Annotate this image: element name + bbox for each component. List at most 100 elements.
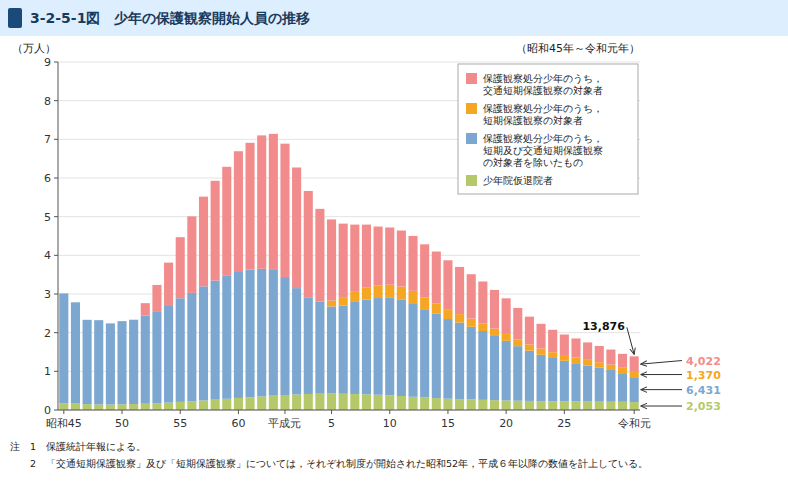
- bar-segment: [257, 269, 266, 397]
- bar-segment: [443, 399, 452, 410]
- bar-segment: [560, 335, 569, 355]
- bar-segment: [59, 293, 68, 403]
- bar-segment: [350, 302, 359, 394]
- title: 3-2-5-1図 少年の保護観察開始人員の推移: [30, 10, 310, 26]
- x-tick: [447, 410, 448, 414]
- bar-segment: [117, 321, 126, 404]
- bar-segment: [129, 319, 138, 320]
- bar-segment: [350, 394, 359, 410]
- bar-segment: [583, 402, 592, 410]
- bar-segment: [222, 399, 231, 410]
- x-tick-label: 5: [328, 417, 335, 430]
- bar-segment: [502, 341, 511, 401]
- bar-segment: [595, 368, 604, 402]
- x-tick-label: 60: [231, 417, 245, 430]
- note: 2 「交通短期保護観察」及び「短期保護観察」については，それぞれ制度が開始された…: [10, 458, 648, 469]
- bar-segment: [83, 320, 92, 404]
- grid-line: [58, 216, 640, 217]
- bar-segment: [478, 282, 487, 324]
- bar-segment: [432, 303, 441, 313]
- bar-segment: [327, 219, 336, 300]
- bar-segment: [630, 356, 639, 372]
- bar-segment: [94, 320, 103, 321]
- bar-segment: [234, 398, 243, 410]
- bar-segment: [420, 397, 429, 410]
- bar-segment: [106, 405, 115, 410]
- legend-swatch: [466, 73, 477, 84]
- bar-segment: [548, 330, 557, 352]
- grid-line: [58, 294, 640, 295]
- bar-segment: [374, 227, 383, 286]
- bar-segment: [269, 134, 278, 270]
- bar-segment: [304, 191, 313, 297]
- bar-segment: [339, 297, 348, 306]
- bar-segment: [152, 311, 161, 403]
- y-tick: [54, 178, 58, 179]
- legend-label: 保護観察処分少年のうち，短期保護観察の対象者: [483, 103, 603, 126]
- grid-line: [58, 62, 640, 63]
- bar-segment: [385, 298, 394, 395]
- legend-label: 保護観察処分少年のうち，交通短期保護観察の対象者: [483, 73, 603, 96]
- x-tick: [634, 410, 635, 414]
- bar-segment: [571, 338, 580, 357]
- y-tick: [54, 410, 58, 411]
- x-tick: [564, 410, 565, 414]
- bar-segment: [490, 400, 499, 410]
- bar-segment: [129, 320, 138, 404]
- x-tick: [180, 410, 181, 414]
- bar-segment: [141, 303, 150, 315]
- bar-segment: [467, 327, 476, 400]
- bar-segment: [292, 288, 301, 394]
- bar-segment: [502, 400, 511, 410]
- bar-segment: [583, 360, 592, 366]
- bar-segment: [292, 394, 301, 410]
- segment-label: 2,053: [686, 400, 721, 413]
- bars: [59, 134, 638, 410]
- bar-segment: [362, 225, 371, 288]
- bar-segment: [199, 197, 208, 287]
- bar-segment: [141, 404, 150, 410]
- bar-segment: [513, 401, 522, 410]
- y-tick-label: 8: [44, 95, 51, 108]
- y-tick-label: 0: [44, 404, 51, 417]
- bar-segment: [94, 320, 103, 321]
- bar-segment: [432, 252, 441, 304]
- bar-segment: [83, 319, 92, 320]
- y-tick: [54, 255, 58, 256]
- bar-segment: [339, 224, 348, 297]
- bar-segment: [280, 395, 289, 410]
- bar-segment: [374, 298, 383, 395]
- bar-segment: [490, 329, 499, 336]
- bar-segment: [315, 302, 324, 394]
- legend-label: 保護観察処分少年のうち，短期及び交通短期保護観察の対象者を除いたもの: [483, 133, 603, 168]
- bar-segment: [630, 372, 639, 377]
- bar-segment: [455, 399, 464, 410]
- x-axis: [58, 410, 640, 411]
- bar-segment: [618, 402, 627, 410]
- bar-segment: [606, 350, 615, 365]
- bar-segment: [374, 285, 383, 298]
- bar-segment: [187, 293, 196, 401]
- bar-segment: [618, 373, 627, 402]
- segment-label: 4,022: [686, 355, 721, 368]
- bar-segment: [152, 285, 161, 311]
- bar-segment: [455, 314, 464, 323]
- bar-segment: [222, 276, 231, 399]
- bar-segment: [211, 400, 220, 410]
- x-tick-label: 55: [173, 417, 187, 430]
- bar-segment: [397, 287, 406, 300]
- bar-segment: [199, 286, 208, 400]
- bar-segment: [315, 209, 324, 302]
- legend-swatch: [466, 103, 477, 114]
- bar-segment: [280, 144, 289, 277]
- y-tick-label: 3: [44, 288, 51, 301]
- bar-segment: [106, 323, 115, 324]
- y-tick-label: 6: [44, 172, 51, 185]
- bar-segment: [537, 401, 546, 410]
- bar-segment: [234, 151, 243, 271]
- bar-segment: [315, 394, 324, 410]
- bar-segment: [292, 167, 301, 288]
- y-tick: [54, 100, 58, 101]
- annotations: 13,8762,0536,4311,3704,022: [582, 320, 721, 413]
- y-axis: [58, 62, 59, 410]
